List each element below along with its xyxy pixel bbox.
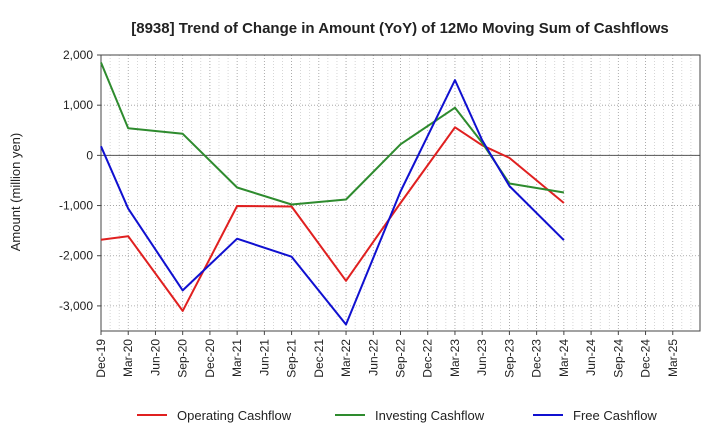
legend-label: Operating Cashflow bbox=[177, 408, 292, 423]
y-tick-label: -3,000 bbox=[59, 299, 93, 313]
x-tick-label: Jun-22 bbox=[366, 339, 380, 376]
y-axis-label: Amount (million yen) bbox=[8, 133, 23, 252]
x-tick-label: Sep-24 bbox=[611, 339, 625, 378]
x-tick-label: Dec-19 bbox=[94, 339, 108, 378]
x-tick-label: Jun-24 bbox=[584, 339, 598, 376]
y-tick-label: 2,000 bbox=[63, 48, 93, 62]
x-tick-label: Dec-20 bbox=[203, 339, 217, 378]
x-tick-label: Mar-23 bbox=[448, 339, 462, 377]
x-tick-label: Dec-24 bbox=[639, 339, 653, 378]
legend: Operating Cashflow Investing Cashflow Free… bbox=[137, 408, 657, 423]
legend-label: Free Cashflow bbox=[573, 408, 657, 423]
x-tick-label: Sep-23 bbox=[502, 339, 516, 378]
series-line-investing-cashflow bbox=[100, 62, 565, 206]
x-tick-label: Sep-22 bbox=[394, 339, 408, 378]
series-line-free-cashflow bbox=[100, 79, 565, 326]
series-line-operating-cashflow bbox=[100, 126, 565, 312]
x-tick-label: Jun-23 bbox=[475, 339, 489, 376]
x-tick-label: Dec-23 bbox=[530, 339, 544, 378]
x-tick-label: Sep-21 bbox=[285, 339, 299, 378]
x-tick-label: Mar-24 bbox=[557, 339, 571, 377]
y-tick-label: 1,000 bbox=[63, 98, 93, 112]
x-tick-label: Mar-21 bbox=[230, 339, 244, 377]
plot-area: 2,000 1,000 0 -1,000 -2,000 -3,000 Dec-19 Mar-2… bbox=[59, 48, 701, 378]
x-tick-label: Dec-21 bbox=[312, 339, 326, 378]
x-tick-label: Mar-20 bbox=[121, 339, 135, 377]
legend-label: Investing Cashflow bbox=[375, 408, 485, 423]
y-tick-label: -2,000 bbox=[59, 249, 93, 263]
x-tick-label: Jun-21 bbox=[257, 339, 271, 376]
x-tick-label: Mar-22 bbox=[339, 339, 353, 377]
x-tick-label: Mar-25 bbox=[666, 339, 680, 377]
x-tick-label: Jun-20 bbox=[148, 339, 162, 376]
y-tick-label: 0 bbox=[86, 148, 93, 162]
x-tick-label: Dec-22 bbox=[421, 339, 435, 378]
x-tick-label: Sep-20 bbox=[176, 339, 190, 378]
chart-title: [8938] Trend of Change in Amount (YoY) o… bbox=[131, 20, 669, 37]
y-tick-label: -1,000 bbox=[59, 199, 93, 213]
